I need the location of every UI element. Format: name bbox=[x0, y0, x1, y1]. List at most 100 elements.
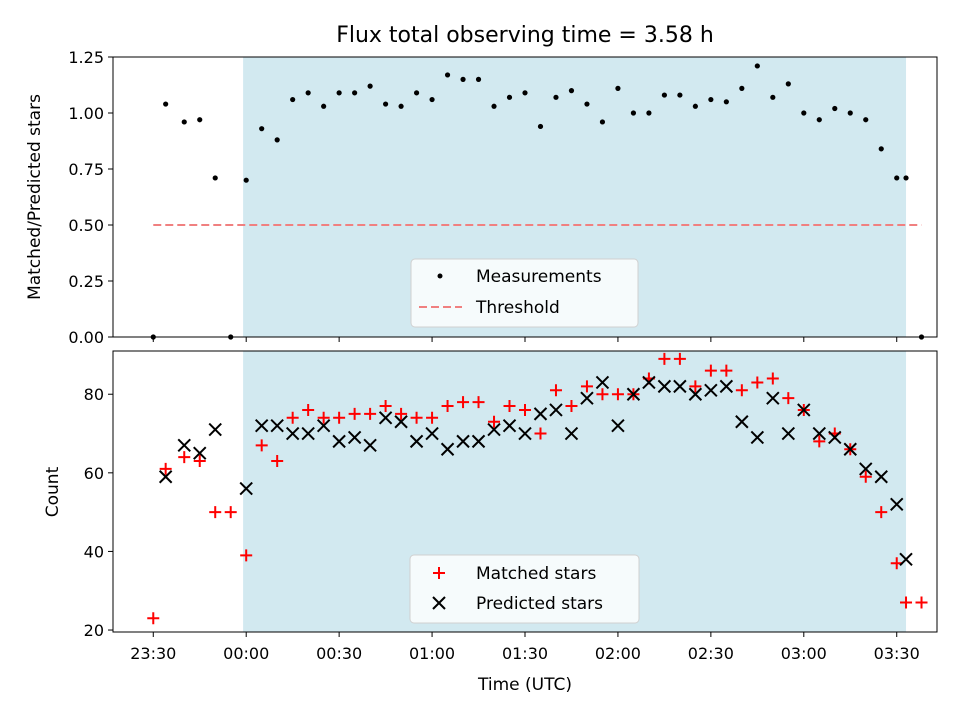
predicted-star-point bbox=[797, 403, 811, 417]
x-tick-label: 23:30 bbox=[130, 644, 176, 663]
matched-star-point bbox=[488, 415, 501, 428]
predicted-star-point bbox=[158, 470, 173, 484]
top-y-tick-label: 0.75 bbox=[68, 160, 104, 179]
matched-star-point bbox=[255, 439, 268, 452]
predicted-star-point bbox=[533, 407, 548, 421]
top-panel: Flux total observing time = 3.58 h 0.000… bbox=[25, 23, 938, 347]
measurement-point bbox=[305, 90, 311, 96]
measurement-point bbox=[413, 90, 420, 96]
measurement-point bbox=[243, 177, 249, 183]
predicted-star-point bbox=[899, 552, 913, 567]
measurement-point bbox=[321, 103, 327, 109]
predicted-star-point bbox=[409, 434, 424, 449]
predicted-star-point bbox=[347, 430, 362, 445]
predicted-star-point bbox=[254, 418, 269, 433]
measurement-point bbox=[212, 175, 218, 181]
bottom-x-axis: 23:30 00:00 00:30 01:00 01:30 02:00 02:30 03:00… bbox=[130, 632, 920, 663]
predicted-star-point bbox=[301, 426, 315, 441]
matched-star-point bbox=[766, 372, 779, 385]
predicted-star-point bbox=[704, 383, 718, 398]
matched-star-point bbox=[379, 400, 392, 413]
measurement-point bbox=[584, 101, 590, 107]
matched-star-point bbox=[596, 388, 609, 401]
measurement-point bbox=[894, 175, 900, 181]
measurement-point bbox=[708, 96, 714, 103]
top-y-tick-label: 0.00 bbox=[68, 328, 104, 347]
top-y-tick-label: 1.25 bbox=[68, 48, 104, 67]
measurement-point bbox=[801, 110, 807, 116]
predicted-star-point bbox=[208, 422, 222, 437]
predicted-star-point bbox=[487, 422, 501, 437]
bottom-y-tick-label: 60 bbox=[84, 464, 104, 483]
measurement-point bbox=[754, 63, 760, 69]
bottom-y-axis: 20 40 60 80 bbox=[84, 385, 113, 640]
measurement-point bbox=[677, 92, 683, 98]
matched-star-point bbox=[658, 352, 671, 365]
matched-star-point bbox=[240, 549, 253, 562]
measurement-point bbox=[336, 90, 342, 96]
x-axis-label: Time (UTC) bbox=[477, 675, 572, 695]
matched-star-point bbox=[364, 407, 377, 420]
bottom-y-tick-label: 40 bbox=[84, 542, 104, 561]
predicted-star-point bbox=[239, 481, 253, 496]
matched-star-point bbox=[333, 411, 346, 424]
predicted-star-point bbox=[193, 446, 207, 460]
predicted-star-point bbox=[766, 391, 780, 405]
matched-star-point bbox=[751, 376, 764, 389]
predicted-star-point bbox=[626, 387, 641, 401]
top-y-tick-label: 0.50 bbox=[68, 216, 104, 235]
predicted-star-point bbox=[750, 430, 765, 445]
predicted-star-point bbox=[394, 415, 408, 429]
matched-star-point bbox=[673, 352, 686, 365]
measurement-point bbox=[739, 85, 745, 91]
measurement-point bbox=[367, 83, 373, 89]
predicted-star-point bbox=[657, 379, 672, 394]
matched-star-point bbox=[410, 411, 423, 424]
measurement-point bbox=[352, 90, 358, 96]
measurement-point bbox=[491, 103, 497, 109]
matched-star-point bbox=[519, 403, 531, 416]
predicted-stars-points bbox=[158, 375, 913, 567]
matched-legend-marker bbox=[433, 567, 445, 579]
measurement-point bbox=[197, 117, 203, 123]
measurement-point bbox=[383, 101, 389, 107]
top-y-tick-label: 0.25 bbox=[68, 272, 104, 291]
measurement-point bbox=[599, 119, 606, 125]
predicted-star-point bbox=[378, 411, 393, 425]
predicted-star-point bbox=[285, 426, 300, 441]
measurement-point bbox=[816, 117, 822, 123]
matched-star-point bbox=[915, 596, 928, 609]
x-tick-label: 00:30 bbox=[316, 644, 362, 663]
predicted-star-point bbox=[688, 387, 703, 401]
matched-star-point bbox=[813, 435, 826, 448]
predicted-star-point bbox=[595, 375, 610, 390]
matched-star-point bbox=[689, 380, 702, 393]
matched-star-point bbox=[159, 462, 172, 475]
legend-predicted-stars: Predicted stars bbox=[476, 594, 603, 614]
predicted-legend-marker bbox=[432, 596, 446, 610]
top-x-ticks bbox=[152, 337, 898, 342]
bottom-y-tick-label: 20 bbox=[84, 621, 104, 640]
x-tick-label: 01:00 bbox=[409, 644, 455, 663]
x-tick-label: 03:30 bbox=[874, 644, 920, 663]
matched-star-point bbox=[441, 400, 454, 413]
matched-star-point bbox=[875, 506, 888, 519]
x-tick-label: 00:00 bbox=[223, 644, 269, 663]
measurements-legend-marker bbox=[437, 273, 443, 279]
matched-star-point bbox=[735, 384, 748, 397]
matched-star-point bbox=[900, 596, 913, 609]
measurement-point bbox=[770, 94, 776, 100]
matched-star-point bbox=[147, 612, 160, 625]
x-tick-label: 03:00 bbox=[781, 644, 827, 663]
predicted-star-point bbox=[363, 438, 377, 453]
x-tick-label: 01:30 bbox=[502, 644, 548, 663]
matched-star-point bbox=[611, 388, 624, 401]
measurement-point bbox=[163, 101, 169, 107]
predicted-star-point bbox=[735, 415, 749, 429]
matched-star-point bbox=[503, 400, 516, 413]
legend-matched-stars: Matched stars bbox=[476, 564, 596, 584]
predicted-star-point bbox=[828, 430, 842, 445]
predicted-star-point bbox=[270, 418, 284, 433]
measurement-point bbox=[460, 76, 466, 82]
matched-star-point bbox=[271, 455, 284, 468]
